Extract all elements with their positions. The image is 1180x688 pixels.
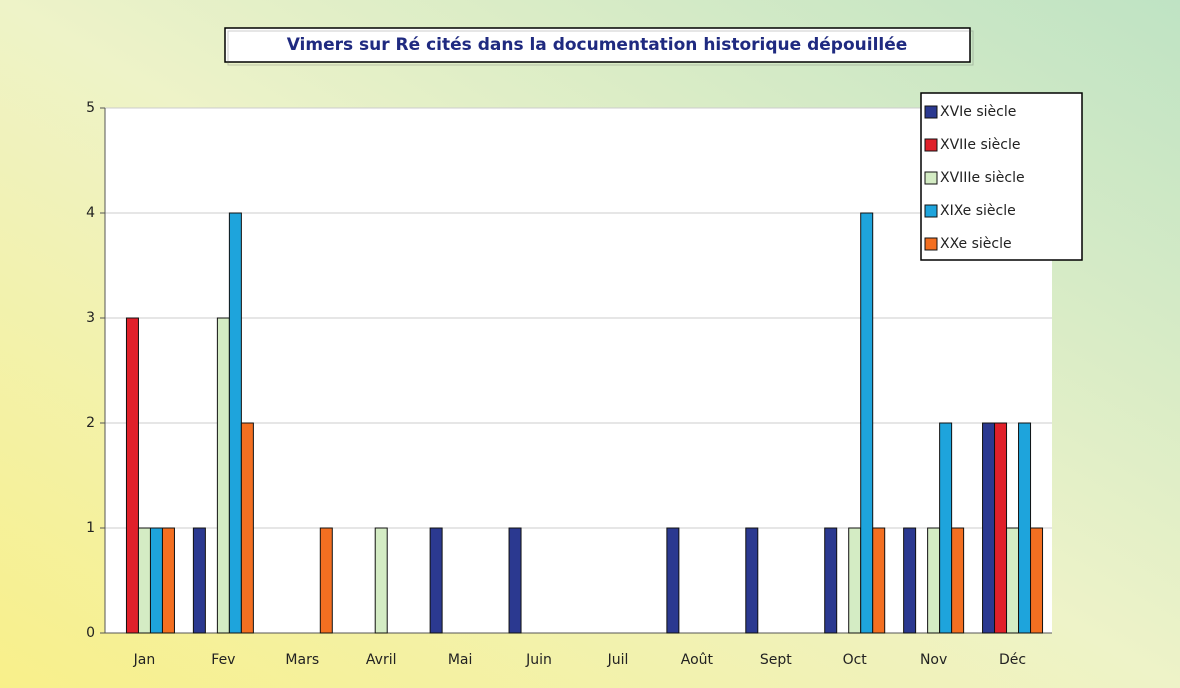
bar [994,422,1008,634]
plot-area [105,108,1052,633]
bar [228,212,242,634]
x-tick-label: Jan [133,652,156,668]
x-tick-label: Fev [211,652,235,668]
x-tick-label: Août [681,652,714,668]
x-tick-label: Mai [448,652,473,668]
y-tick-label: 4 [86,205,95,221]
bar [374,527,388,634]
y-tick-label: 3 [86,310,95,326]
legend-label: XVIIIe siècle [940,170,1025,186]
legend-swatch [924,105,938,119]
legend-label: XXe siècle [940,236,1012,252]
x-tick-label: Avril [366,652,397,668]
bar [137,527,151,634]
legend-swatch [924,138,938,152]
x-tick-label: Juil [607,652,629,668]
bar [745,527,759,634]
bar [192,527,206,634]
legend-label: XVIe siècle [940,104,1016,120]
x-tick-label: Mars [285,652,319,668]
bar [161,527,175,634]
bar [1018,422,1032,634]
bar [860,212,874,634]
y-tick-label: 0 [86,625,95,641]
x-tick-label: Juin [525,652,552,668]
chart-title: Vimers sur Ré cités dans la documentatio… [287,35,908,55]
y-tick-label: 5 [86,100,95,116]
bar [903,527,917,634]
x-tick-label: Nov [920,652,947,668]
bar [872,527,886,634]
bar [982,422,996,634]
legend-swatch [924,171,938,185]
legend-swatch [924,237,938,251]
legend-box [920,92,1083,261]
bar [1030,527,1044,634]
y-tick-label: 2 [86,415,95,431]
title-shadow [227,30,974,66]
legend-label: XIXe siècle [940,203,1016,219]
bar [848,527,862,634]
bar [429,527,443,634]
bar [666,527,680,634]
bar [508,527,522,634]
legend-swatch [924,204,938,218]
bar [824,527,838,634]
x-tick-label: Déc [999,652,1026,668]
legend-label: XVIIe siècle [940,137,1021,153]
bar [149,527,163,634]
x-tick-label: Sept [760,652,792,668]
bar [927,527,941,634]
bar [319,527,333,634]
bar [240,422,254,634]
bar [125,317,139,634]
bar [1006,527,1020,634]
x-tick-label: Oct [843,652,868,668]
bar [951,527,965,634]
bar [216,317,230,634]
title-box [224,27,971,63]
y-tick-label: 1 [86,520,95,536]
bar [939,422,953,634]
